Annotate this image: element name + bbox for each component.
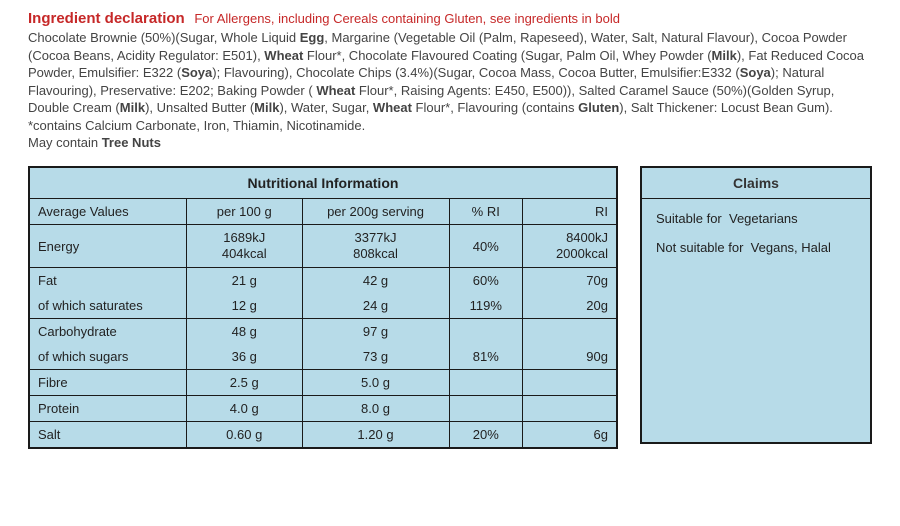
row-carb-200: 97 g xyxy=(302,319,449,345)
row-fibre-200: 5.0 g xyxy=(302,370,449,396)
row-fat-pctri: 60% xyxy=(449,268,523,294)
row-fibre-label: Fibre xyxy=(29,370,187,396)
ingredient-title: Ingredient declaration xyxy=(28,10,185,27)
energy-100-kj: 1689kJ xyxy=(223,230,265,245)
energy-ri-kj: 8400kJ xyxy=(566,230,608,245)
energy-200-kj: 3377kJ xyxy=(355,230,397,245)
row-energy-pctri: 40% xyxy=(449,224,523,268)
claim-suitable-value: Vegetarians xyxy=(729,211,798,226)
row-energy-100: 1689kJ 404kcal xyxy=(187,224,303,268)
row-saturates-label: of which saturates xyxy=(29,293,187,319)
hdr-pctri: % RI xyxy=(449,198,523,224)
row-sugars-100: 36 g xyxy=(187,344,303,370)
claim-notsuitable-label: Not suitable for xyxy=(656,240,743,255)
hdr-per200: per 200g serving xyxy=(302,198,449,224)
claims-title: Claims xyxy=(642,168,870,199)
nutrition-table: Nutritional Information Average Values p… xyxy=(28,166,618,450)
row-saturates-ri: 20g xyxy=(523,293,618,319)
ingredient-body: Chocolate Brownie (50%)(Sugar, Whole Liq… xyxy=(28,29,872,152)
row-salt-ri: 6g xyxy=(523,422,618,449)
allergen-note: For Allergens, including Cereals contain… xyxy=(194,11,620,26)
row-energy-ri: 8400kJ 2000kcal xyxy=(523,224,618,268)
claim-notsuitable: Not suitable for Vegans, Halal xyxy=(656,240,856,255)
row-protein-100: 4.0 g xyxy=(187,396,303,422)
row-protein-pctri xyxy=(449,396,523,422)
row-fibre-pctri xyxy=(449,370,523,396)
row-sugars-pctri: 81% xyxy=(449,344,523,370)
row-fat-label: Fat xyxy=(29,268,187,294)
row-saturates-100: 12 g xyxy=(187,293,303,319)
claim-suitable: Suitable for Vegetarians xyxy=(656,211,856,226)
energy-100-kcal: 404kcal xyxy=(222,246,267,261)
nutrition-panel: Nutritional Information Average Values p… xyxy=(28,166,618,450)
row-fibre-100: 2.5 g xyxy=(187,370,303,396)
ingredient-declaration-header: Ingredient declaration For Allergens, in… xyxy=(28,10,872,27)
claim-suitable-label: Suitable for xyxy=(656,211,722,226)
hdr-avg: Average Values xyxy=(29,198,187,224)
row-fat-200: 42 g xyxy=(302,268,449,294)
row-fat-100: 21 g xyxy=(187,268,303,294)
row-carb-ri xyxy=(523,319,618,345)
row-sugars-label: of which sugars xyxy=(29,344,187,370)
row-protein-label: Protein xyxy=(29,396,187,422)
row-energy-label: Energy xyxy=(29,224,187,268)
nutrition-title: Nutritional Information xyxy=(29,167,617,199)
row-salt-pctri: 20% xyxy=(449,422,523,449)
row-saturates-pctri: 119% xyxy=(449,293,523,319)
claim-notsuitable-value: Vegans, Halal xyxy=(751,240,831,255)
row-sugars-200: 73 g xyxy=(302,344,449,370)
claims-panel: Claims Suitable for Vegetarians Not suit… xyxy=(640,166,872,444)
row-protein-ri xyxy=(523,396,618,422)
row-fibre-ri xyxy=(523,370,618,396)
row-energy-200: 3377kJ 808kcal xyxy=(302,224,449,268)
hdr-ri: RI xyxy=(523,198,618,224)
row-saturates-200: 24 g xyxy=(302,293,449,319)
energy-ri-kcal: 2000kcal xyxy=(556,246,608,261)
row-salt-100: 0.60 g xyxy=(187,422,303,449)
row-salt-label: Salt xyxy=(29,422,187,449)
row-carb-label: Carbohydrate xyxy=(29,319,187,345)
row-carb-pctri xyxy=(449,319,523,345)
row-fat-ri: 70g xyxy=(523,268,618,294)
hdr-per100: per 100 g xyxy=(187,198,303,224)
row-salt-200: 1.20 g xyxy=(302,422,449,449)
energy-200-kcal: 808kcal xyxy=(353,246,398,261)
row-sugars-ri: 90g xyxy=(523,344,618,370)
row-carb-100: 48 g xyxy=(187,319,303,345)
row-protein-200: 8.0 g xyxy=(302,396,449,422)
